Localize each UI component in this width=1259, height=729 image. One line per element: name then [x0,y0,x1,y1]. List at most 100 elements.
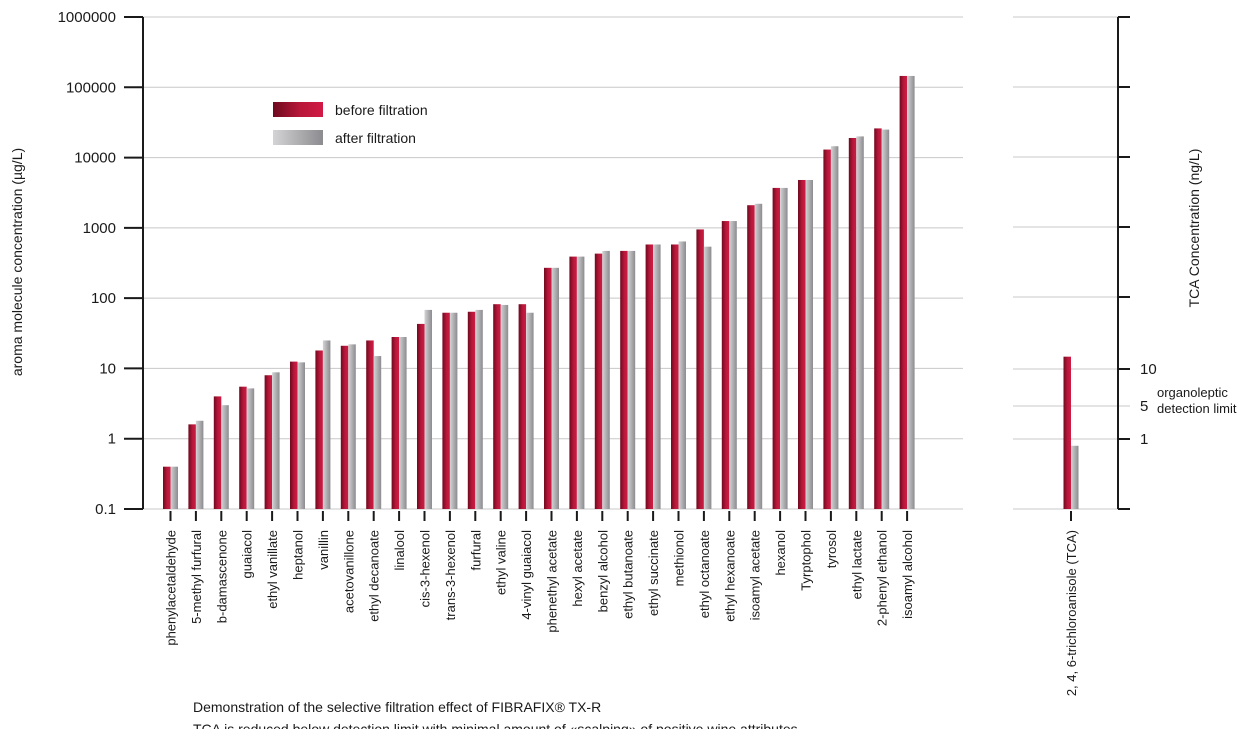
x-category-label: heptanol [291,530,306,580]
bar-before [188,424,196,509]
x-category-label: ethyl hexanoate [722,530,737,622]
legend-label-after: after filtration [335,130,416,146]
bar-after [602,250,610,509]
bar-before [493,304,501,509]
bar-before [315,350,323,509]
bar-after [856,136,864,509]
bar-before [213,396,222,509]
bar-before [467,311,476,509]
x-category-label: 2-phenyl ethanol [875,530,890,626]
tca-gridlines [1013,16,1130,510]
x-category-label: benzyl alcohol [595,530,610,612]
bar-before [264,375,273,509]
x-category-label: ethyl valine [494,530,509,595]
bar-after [297,362,305,509]
bar-before [620,250,628,509]
tca-y-tick-label: 5 [1140,398,1148,415]
detection-limit-annotation: organoleptic detection limit [1157,385,1237,416]
bar-before [239,386,247,509]
bar-before [696,229,704,509]
bar-before [747,205,755,510]
x-category-label: methionol [672,530,687,586]
x-category-label: ethyl octanoate [697,530,712,618]
bar-before [518,304,527,509]
bar-before [340,345,349,509]
bar-after [526,312,534,509]
bar-before [772,187,781,509]
annotation-line-1: organoleptic [1157,385,1228,400]
bar-after [678,241,686,509]
bar-after [576,256,585,509]
bar-before [290,361,298,509]
x-category-label: linalool [392,530,407,571]
x-category-label: ethyl decanoate [367,530,382,622]
annotation-line-2: detection limit [1157,401,1237,416]
x-category-label: isoamyl alcohol [900,530,915,619]
bar-before [645,244,654,509]
bar-after [221,405,229,509]
tca-y-tick-label: 10 [1140,361,1157,378]
bar-before [544,267,552,509]
x-category-label: ethyl vanillate [265,530,280,609]
bar-before [721,221,730,509]
tca-bar-after [1071,445,1079,509]
bar-before [366,340,374,509]
legend-label-before: before filtration [335,102,428,118]
x-category-label: hexyl acetate [570,530,585,607]
y-axis-label-right: TCA Concentration (ng/L) [1186,149,1202,308]
x-category-label: b-damascenone [214,530,229,623]
bar-before [798,179,806,509]
bar-after [805,179,813,509]
x-category-label: ethyl succinate [646,530,661,616]
bar-after [373,356,382,509]
y-tick-label: 1000000 [58,9,116,26]
tca-bars [1063,356,1079,509]
bar-after [475,309,483,509]
bar-before [391,336,400,509]
y-tick-label: 100 [91,290,116,307]
bar-before [671,244,679,509]
tca-y-tick-label: 1 [1140,431,1148,448]
legend-swatch-before [273,102,323,117]
x-category-label: cis-3-hexenol [418,530,433,607]
bar-before [594,253,603,509]
y-tick-label: 10000 [74,150,116,167]
bar-before [417,323,425,509]
x-category-label: guaiacol [240,530,255,579]
x-category-label: hexanol [773,530,788,576]
bar-after [500,304,509,509]
x-category-label: Tyrptophol [799,530,814,591]
y-tick-label: 1000 [83,220,116,237]
x-category-label: ethyl lactate [849,530,864,599]
bar-after [246,388,255,509]
bar-after [195,420,204,509]
bar-before [442,312,450,509]
bar-after [907,75,915,509]
y-tick-label: 100000 [66,79,116,96]
x-category-label: 5-methyl furfural [189,530,204,624]
bar-after [170,466,178,509]
bar-after [830,146,839,510]
x-category-label: phenethyl acetate [545,530,560,633]
tca-bar-before [1063,356,1071,509]
bar-before [163,466,171,509]
x-category-label: acetovanillone [341,530,356,613]
x-category-label: 4-vinyl guaiacol [519,530,534,620]
main-gridlines [124,16,963,510]
main-y-tick-labels: 0.1 1 10 100 1000 10000 100000 1000000 [58,9,116,518]
x-category-label: isoamyl acetate [748,530,763,620]
x-category-label: trans-3-hexenol [443,530,458,620]
bar-before [569,256,577,509]
x-category-labels: phenylacetaldehyde 5-methyl furfural b-dam… [164,530,1080,696]
bar-after [272,372,280,509]
bar-before [823,149,831,509]
y-tick-label: 0.1 [95,501,116,518]
bar-after [729,221,737,509]
axes [124,16,1130,521]
x-category-label: tyrosol [824,530,839,568]
x-category-label: phenylacetaldehyde [164,530,179,646]
bar-after [348,344,356,509]
main-bars [163,75,915,510]
bar-after [653,244,661,509]
